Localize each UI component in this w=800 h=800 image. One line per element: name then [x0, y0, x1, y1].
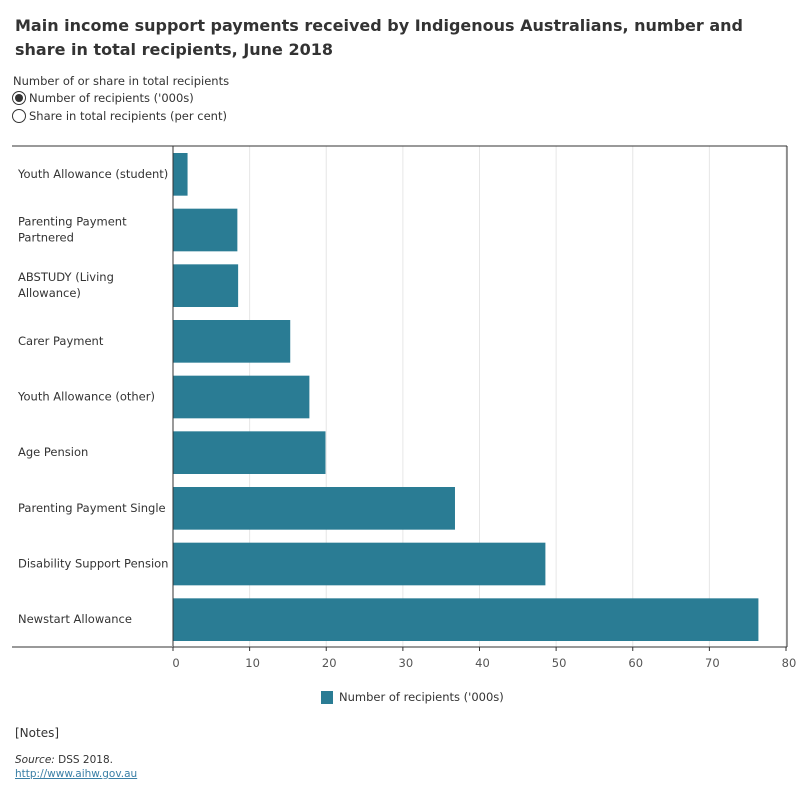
legend-swatch — [321, 690, 333, 704]
bar — [173, 264, 239, 307]
x-tick-label: 10 — [245, 656, 260, 670]
bar-chart: Youth Allowance (student) Parenting Payme… — [12, 145, 797, 670]
category-label: ABSTUDY (Living Allowance) — [18, 270, 114, 300]
category-label: Parenting Payment Single — [18, 501, 166, 515]
x-tick-label: 0 — [172, 656, 179, 670]
bar — [173, 542, 546, 586]
legend[interactable]: Number of recipients ('000s) — [321, 690, 504, 704]
category-label: Youth Allowance (other) — [17, 390, 155, 404]
x-tick-label: 80 — [782, 656, 797, 670]
radio-share-in-total[interactable]: Share in total recipients (per cent) — [12, 109, 227, 123]
radio-selected-icon[interactable] — [12, 91, 26, 105]
chart-title: Main income support payments received by… — [15, 16, 743, 59]
radio-number-of-recipients[interactable]: Number of recipients ('000s) — [12, 91, 194, 105]
aihw-link[interactable]: http://www.aihw.gov.au — [15, 768, 138, 780]
x-tick-label: 30 — [399, 656, 414, 670]
x-tick-label: 20 — [322, 656, 337, 670]
radio-unselected-icon[interactable] — [12, 109, 26, 123]
measure-selector-label: Number of or share in total recipients — [13, 74, 230, 88]
source-note: Source: DSS 2018. — [15, 754, 113, 766]
x-tick-label: 50 — [552, 656, 567, 670]
bar — [173, 208, 238, 252]
category-label: Parenting Payment Partnered — [18, 215, 127, 245]
radio-label: Number of recipients ('000s) — [29, 91, 194, 105]
bar — [173, 598, 759, 641]
x-tick-label: 60 — [628, 656, 643, 670]
source-text: DSS 2018. — [54, 754, 113, 766]
bar — [173, 375, 310, 419]
category-label: Disability Support Pension — [18, 557, 168, 571]
radio-label: Share in total recipients (per cent) — [29, 109, 227, 123]
notes-link[interactable]: [Notes] — [15, 726, 60, 740]
x-tick-label: 70 — [705, 656, 720, 670]
category-label: Age Pension — [18, 445, 88, 459]
bar — [173, 153, 188, 196]
source-prefix: Source: — [15, 754, 55, 766]
bar — [173, 320, 291, 363]
bar — [173, 431, 326, 474]
category-label: Carer Payment — [18, 334, 104, 348]
category-label: Newstart Allowance — [18, 612, 132, 626]
category-label: Youth Allowance (student) — [17, 167, 168, 181]
x-tick-label: 40 — [475, 656, 490, 670]
bar — [173, 487, 455, 530]
legend-label: Number of recipients ('000s) — [339, 690, 504, 704]
